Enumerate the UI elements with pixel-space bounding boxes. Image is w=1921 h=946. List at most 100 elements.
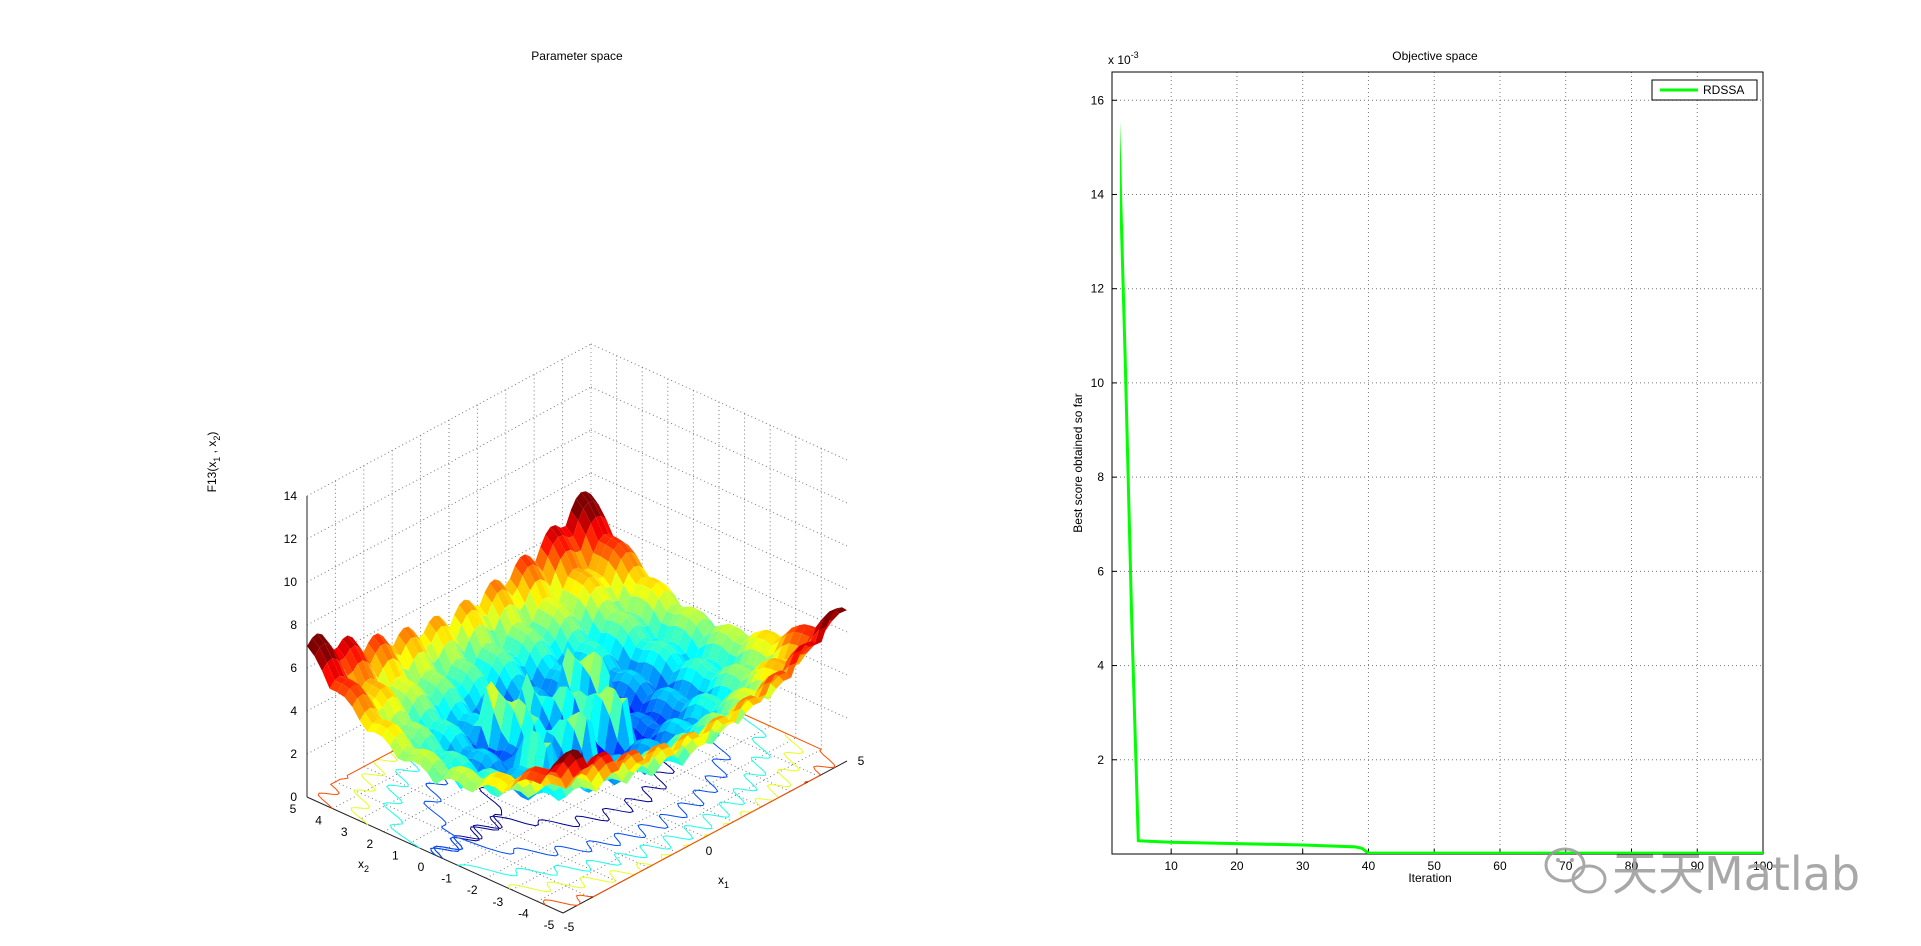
surface-patch bbox=[484, 583, 498, 603]
surface-patch bbox=[625, 615, 639, 627]
surface-patch bbox=[672, 738, 685, 752]
surface-patch bbox=[616, 763, 630, 782]
surface-patch bbox=[567, 686, 580, 698]
surface-patch bbox=[751, 637, 764, 652]
surface-patch bbox=[450, 770, 463, 782]
surface-patch bbox=[362, 694, 375, 709]
surface-patch bbox=[606, 776, 620, 781]
surface-patch bbox=[593, 541, 606, 557]
surface-patch bbox=[542, 653, 555, 669]
surface-patch bbox=[529, 643, 543, 667]
surface-patch bbox=[590, 587, 604, 609]
surface-patch bbox=[547, 653, 560, 667]
surface-patch bbox=[623, 634, 636, 660]
surface-patch bbox=[570, 614, 583, 631]
surface-patch bbox=[494, 645, 507, 652]
surface-patch bbox=[480, 776, 493, 787]
surface-patch bbox=[384, 719, 398, 726]
surface-patch bbox=[602, 654, 616, 670]
surface-patch bbox=[428, 616, 442, 633]
surface-patch bbox=[725, 702, 738, 720]
x-tick-label: 0 bbox=[706, 844, 713, 858]
surface-patch bbox=[430, 735, 443, 750]
surface-patch bbox=[693, 692, 706, 698]
surface-patch bbox=[567, 607, 581, 623]
surface-patch bbox=[506, 679, 520, 701]
surface-patch bbox=[503, 743, 517, 754]
surface-patch bbox=[458, 662, 472, 674]
right-title: Objective space bbox=[1392, 49, 1478, 63]
surface-patch bbox=[731, 663, 744, 668]
surface-patch bbox=[473, 687, 487, 726]
surface-patch bbox=[629, 763, 642, 773]
left-title: Parameter space bbox=[531, 49, 623, 63]
surface-patch bbox=[423, 681, 436, 697]
surface-patch bbox=[578, 772, 592, 783]
surface-patch bbox=[691, 625, 704, 649]
surface-patch bbox=[532, 772, 546, 785]
surface-patch bbox=[476, 666, 490, 681]
surface-patch bbox=[671, 625, 684, 645]
surface-patch bbox=[428, 696, 441, 719]
surface-patch bbox=[497, 771, 511, 776]
surface-patch bbox=[617, 669, 631, 673]
surface-patch bbox=[585, 755, 599, 767]
surface-patch bbox=[334, 675, 348, 684]
surface-patch bbox=[369, 707, 383, 720]
surface-patch bbox=[542, 596, 556, 604]
surface-patch bbox=[428, 674, 441, 687]
surface-patch bbox=[382, 728, 395, 746]
surface-patch bbox=[490, 752, 504, 764]
surface-patch bbox=[570, 549, 584, 571]
surface-patch bbox=[532, 630, 545, 642]
surface-patch bbox=[566, 711, 580, 731]
surface-patch bbox=[440, 767, 453, 777]
surface-patch bbox=[658, 591, 672, 611]
surface-patch bbox=[565, 614, 578, 632]
surface-patch bbox=[593, 576, 606, 589]
surface-patch bbox=[690, 670, 704, 690]
surface-patch bbox=[427, 765, 441, 785]
surface-patch bbox=[388, 658, 401, 679]
surface-patch bbox=[544, 668, 558, 679]
surface-patch bbox=[578, 508, 591, 536]
surface-patch bbox=[749, 630, 762, 640]
surface-patch bbox=[522, 766, 536, 774]
surface-patch bbox=[756, 659, 769, 670]
surface-patch bbox=[532, 564, 546, 582]
surface-patch bbox=[512, 588, 525, 611]
surface-patch bbox=[741, 669, 754, 682]
surface-patch bbox=[405, 638, 419, 660]
z-tick-label: 4 bbox=[290, 704, 297, 718]
surface-patch bbox=[402, 721, 416, 726]
surface-patch bbox=[405, 725, 418, 738]
surface-patch bbox=[467, 769, 481, 778]
surface-patch bbox=[595, 516, 609, 535]
surface-patch bbox=[680, 659, 694, 669]
surface-patch bbox=[435, 722, 449, 734]
surface-patch bbox=[557, 605, 571, 618]
surface-patch bbox=[370, 653, 383, 679]
watermark: 天天Matlab bbox=[1544, 847, 1860, 901]
grid-line bbox=[485, 725, 771, 879]
surface-patch bbox=[616, 751, 629, 763]
surface-patch bbox=[453, 668, 467, 684]
y-tick-label: 14 bbox=[1091, 187, 1105, 201]
surface-patch bbox=[400, 733, 413, 747]
grid-line bbox=[306, 386, 592, 540]
surface-patch bbox=[405, 686, 419, 704]
surface-patch bbox=[535, 579, 548, 600]
surface-patch bbox=[541, 696, 555, 722]
surface-patch bbox=[534, 691, 547, 706]
surface-patch bbox=[655, 640, 669, 646]
surface-patch bbox=[756, 630, 770, 640]
surface-patch bbox=[738, 666, 752, 674]
surface-patch bbox=[824, 608, 837, 618]
surface-patch bbox=[362, 643, 376, 664]
surface-patch bbox=[623, 573, 636, 597]
surface-patch bbox=[545, 526, 558, 545]
surface-patch bbox=[580, 491, 594, 503]
surface-patch bbox=[708, 695, 721, 705]
surface-patch bbox=[441, 625, 454, 641]
surface-patch bbox=[440, 719, 454, 727]
